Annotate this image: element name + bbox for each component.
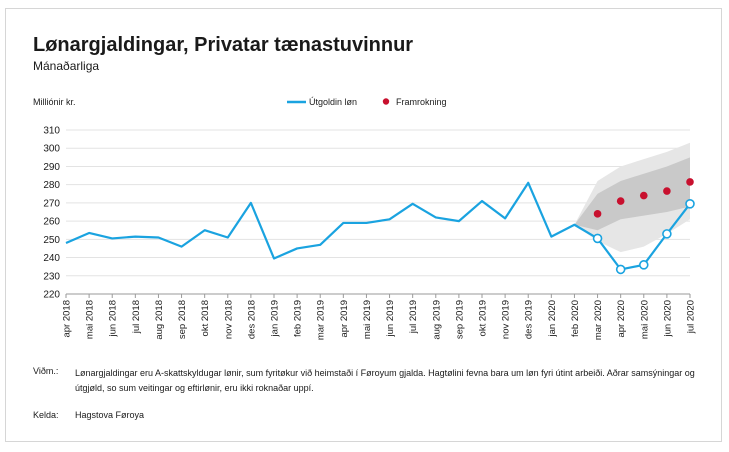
point-framrokning-23 (593, 210, 602, 218)
x-tick-label-14: jun 2019 (385, 300, 396, 337)
series-layer (65, 178, 695, 275)
chart-title: Lønargjaldingar, Privatar tænastuvinnur (33, 34, 414, 56)
legend-dot-swatch (382, 98, 390, 105)
x-tick-label-0: apr 2018 (62, 300, 73, 338)
y-tick-label-280: 280 (43, 180, 60, 191)
x-axis: apr 2018 mai 2018 jun 2018 jul 2018 aug 2018… (62, 294, 697, 340)
forecast-band-inner (574, 157, 690, 231)
x-tick-label-15: jul 2019 (408, 300, 419, 334)
y-tick-label-240: 240 (43, 253, 60, 264)
y-axis-label: Milliónir kr. (33, 97, 76, 107)
x-tick-label-22: feb 2020 (570, 300, 581, 337)
x-tick-label-18: okt 2019 (478, 300, 489, 336)
legend-series-2-label: Framrokning (396, 97, 447, 107)
grid-lines (66, 129, 690, 295)
x-tick-label-11: mar 2019 (316, 300, 327, 340)
y-tick-label-310: 310 (43, 126, 60, 137)
point-framrokning-27 (686, 178, 694, 186)
x-tick-label-24: apr 2020 (616, 300, 627, 338)
y-tick-label-260: 260 (43, 217, 60, 228)
line-chart: 220 230 240 250 260 270 280 290 300 310 apr 2018 m… (33, 97, 697, 340)
x-tick-label-27: jul 2020 (686, 300, 697, 334)
x-tick-label-19: nov 2019 (501, 300, 512, 339)
source-text: Hagstova Føroya (75, 410, 145, 420)
x-tick-label-16: aug 2019 (431, 300, 442, 340)
point-utgoldin-lon-24 (615, 264, 626, 275)
point-utgoldin-lon-27 (685, 199, 695, 209)
y-axis: 220 230 240 250 260 270 280 290 300 310 (43, 126, 60, 301)
notes-text: Lønargjaldingar eru A-skattskyldugar løn… (75, 368, 695, 393)
x-tick-label-17: sep 2019 (454, 300, 465, 339)
y-tick-label-290: 290 (43, 162, 60, 173)
x-tick-label-5: sep 2018 (177, 300, 188, 339)
x-tick-label-1: mai 2018 (85, 300, 96, 339)
x-tick-label-6: okt 2018 (200, 300, 211, 336)
point-framrokning-25 (639, 191, 648, 200)
notes-label: Viðm.: (33, 366, 59, 376)
y-tick-label-230: 230 (43, 271, 60, 282)
x-tick-label-3: jul 2018 (131, 300, 142, 334)
point-utgoldin-lon-23 (592, 233, 603, 244)
x-tick-label-2: jun 2018 (108, 300, 119, 337)
x-tick-label-25: mai 2020 (639, 300, 650, 339)
x-tick-label-7: nov 2018 (223, 300, 234, 339)
x-tick-label-23: mar 2020 (593, 300, 604, 340)
point-framrokning-26 (663, 187, 671, 195)
x-tick-label-10: feb 2019 (293, 300, 304, 337)
x-tick-label-9: jan 2019 (270, 300, 281, 337)
x-tick-label-21: jan 2020 (547, 300, 558, 337)
chart-frame (5, 8, 722, 442)
point-framrokning-24 (616, 197, 625, 205)
y-tick-label-270: 270 (43, 198, 60, 209)
y-tick-label-250: 250 (43, 235, 60, 246)
x-tick-label-4: aug 2018 (154, 300, 165, 340)
chart-subtitle: Mánaðarliga (33, 59, 100, 73)
forecast-bands (574, 142, 690, 253)
x-tick-label-12: apr 2019 (339, 300, 350, 338)
x-tick-label-8: des 2018 (246, 300, 257, 339)
y-tick-label-300: 300 (43, 144, 60, 155)
point-utgoldin-lon-25 (638, 260, 649, 270)
source-label: Kelda: (33, 410, 59, 420)
series-line-utgoldin-lon (65, 181, 691, 271)
y-tick-label-220: 220 (43, 290, 60, 301)
x-tick-label-13: mai 2019 (362, 300, 373, 339)
legend: Útgoldin løn Framrokning (287, 97, 447, 107)
x-tick-label-20: des 2019 (524, 300, 535, 339)
point-utgoldin-lon-26 (662, 229, 672, 239)
legend-series-1-label: Útgoldin løn (309, 97, 357, 107)
x-tick-label-26: jun 2020 (662, 300, 673, 337)
